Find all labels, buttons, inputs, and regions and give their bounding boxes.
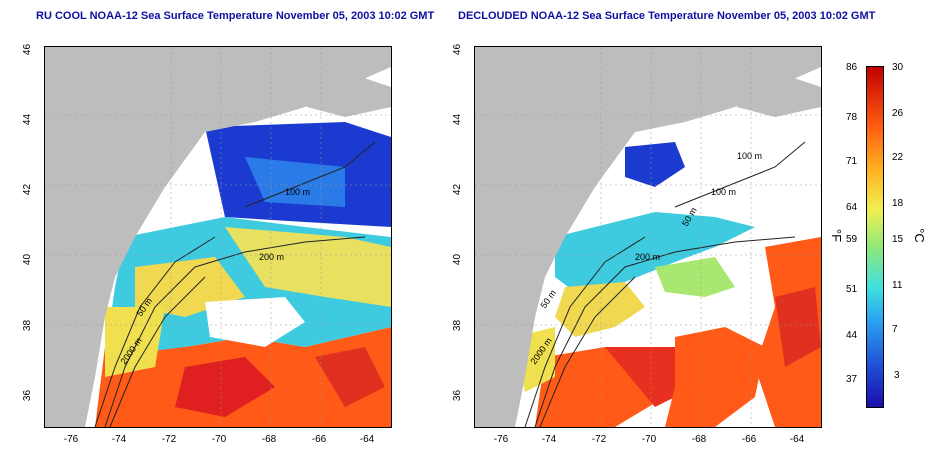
cb-f-78: 78	[846, 112, 858, 123]
right-lon-66: -66	[741, 434, 757, 445]
left-lat-46: 46	[22, 43, 34, 56]
right-lat-38: 38	[452, 319, 464, 332]
cb-c-15: 15	[892, 234, 904, 245]
right-label-100m-a: 100 m	[737, 151, 762, 161]
right-land	[475, 47, 821, 427]
celsius-unit-label: °C	[911, 228, 927, 243]
cb-f-64: 64	[846, 202, 858, 213]
left-contour-50m	[94, 236, 216, 427]
cb-f-51: 51	[846, 284, 858, 295]
cb-c-30: 30	[892, 62, 904, 73]
left-lat-40: 40	[22, 253, 34, 266]
left-land	[45, 47, 391, 427]
left-lon-68: -68	[261, 434, 277, 445]
right-label-200m: 200 m	[635, 252, 660, 262]
left-lat-44: 44	[22, 113, 34, 126]
right-sst-map[interactable]: 200 m 100 m 100 m 50 m 50 m 2000 m	[474, 46, 822, 428]
temperature-colorbar	[866, 66, 884, 408]
left-lon-64: -64	[359, 434, 375, 445]
right-contour-50m	[524, 236, 646, 427]
right-cold-patch	[625, 142, 685, 187]
left-sst-map[interactable]: 200 m 100 m 50 m 2000 m	[44, 46, 392, 428]
cb-c-11: 11	[892, 280, 903, 291]
right-lat-40: 40	[452, 253, 464, 266]
right-lon-70: -70	[641, 434, 657, 445]
right-contour-200m	[534, 236, 796, 427]
right-lon-76: -76	[493, 434, 509, 445]
cb-c-3: 3	[894, 370, 900, 381]
left-lat-36: 36	[22, 389, 34, 402]
left-map-title: RU COOL NOAA-12 Sea Surface Temperature …	[36, 10, 435, 22]
right-lat-42: 42	[452, 183, 464, 196]
right-label-100m-b: 100 m	[711, 187, 736, 197]
right-map-svg: 200 m 100 m 100 m 50 m 50 m 2000 m	[475, 47, 821, 427]
right-lon-74: -74	[541, 434, 557, 445]
left-lat-42: 42	[22, 183, 34, 196]
left-label-200m: 200 m	[259, 252, 284, 262]
cb-f-86: 86	[846, 62, 858, 73]
left-lon-74: -74	[111, 434, 127, 445]
right-lat-36: 36	[452, 389, 464, 402]
right-lon-72: -72	[591, 434, 607, 445]
left-contour-200m	[104, 236, 366, 427]
cb-c-22: 22	[892, 152, 904, 163]
cb-f-44: 44	[846, 330, 858, 341]
right-map-title: DECLOUDED NOAA-12 Sea Surface Temperatur…	[458, 10, 876, 22]
cb-f-71: 71	[846, 156, 858, 167]
right-contour-100m	[674, 141, 806, 208]
left-hot-patches	[175, 357, 275, 417]
cb-f-59: 59	[846, 234, 858, 245]
left-map-svg: 200 m 100 m 50 m 2000 m	[45, 47, 391, 427]
right-lon-68: -68	[691, 434, 707, 445]
left-lon-66: -66	[311, 434, 327, 445]
right-lat-46: 46	[452, 43, 464, 56]
cb-c-18: 18	[892, 198, 904, 209]
left-label-100m: 100 m	[285, 187, 310, 197]
left-lon-70: -70	[211, 434, 227, 445]
right-mid-region	[555, 212, 755, 292]
cb-c-7: 7	[892, 324, 898, 335]
left-cloud-gap	[205, 297, 305, 347]
left-lon-76: -76	[63, 434, 79, 445]
left-lat-38: 38	[22, 319, 34, 332]
right-lon-64: -64	[789, 434, 805, 445]
left-lon-72: -72	[161, 434, 177, 445]
fahrenheit-unit-label: °F	[829, 228, 845, 243]
left-contour-100m	[244, 141, 376, 208]
right-lat-44: 44	[452, 113, 464, 126]
cb-f-37: 37	[846, 374, 858, 385]
cb-c-26: 26	[892, 108, 904, 119]
